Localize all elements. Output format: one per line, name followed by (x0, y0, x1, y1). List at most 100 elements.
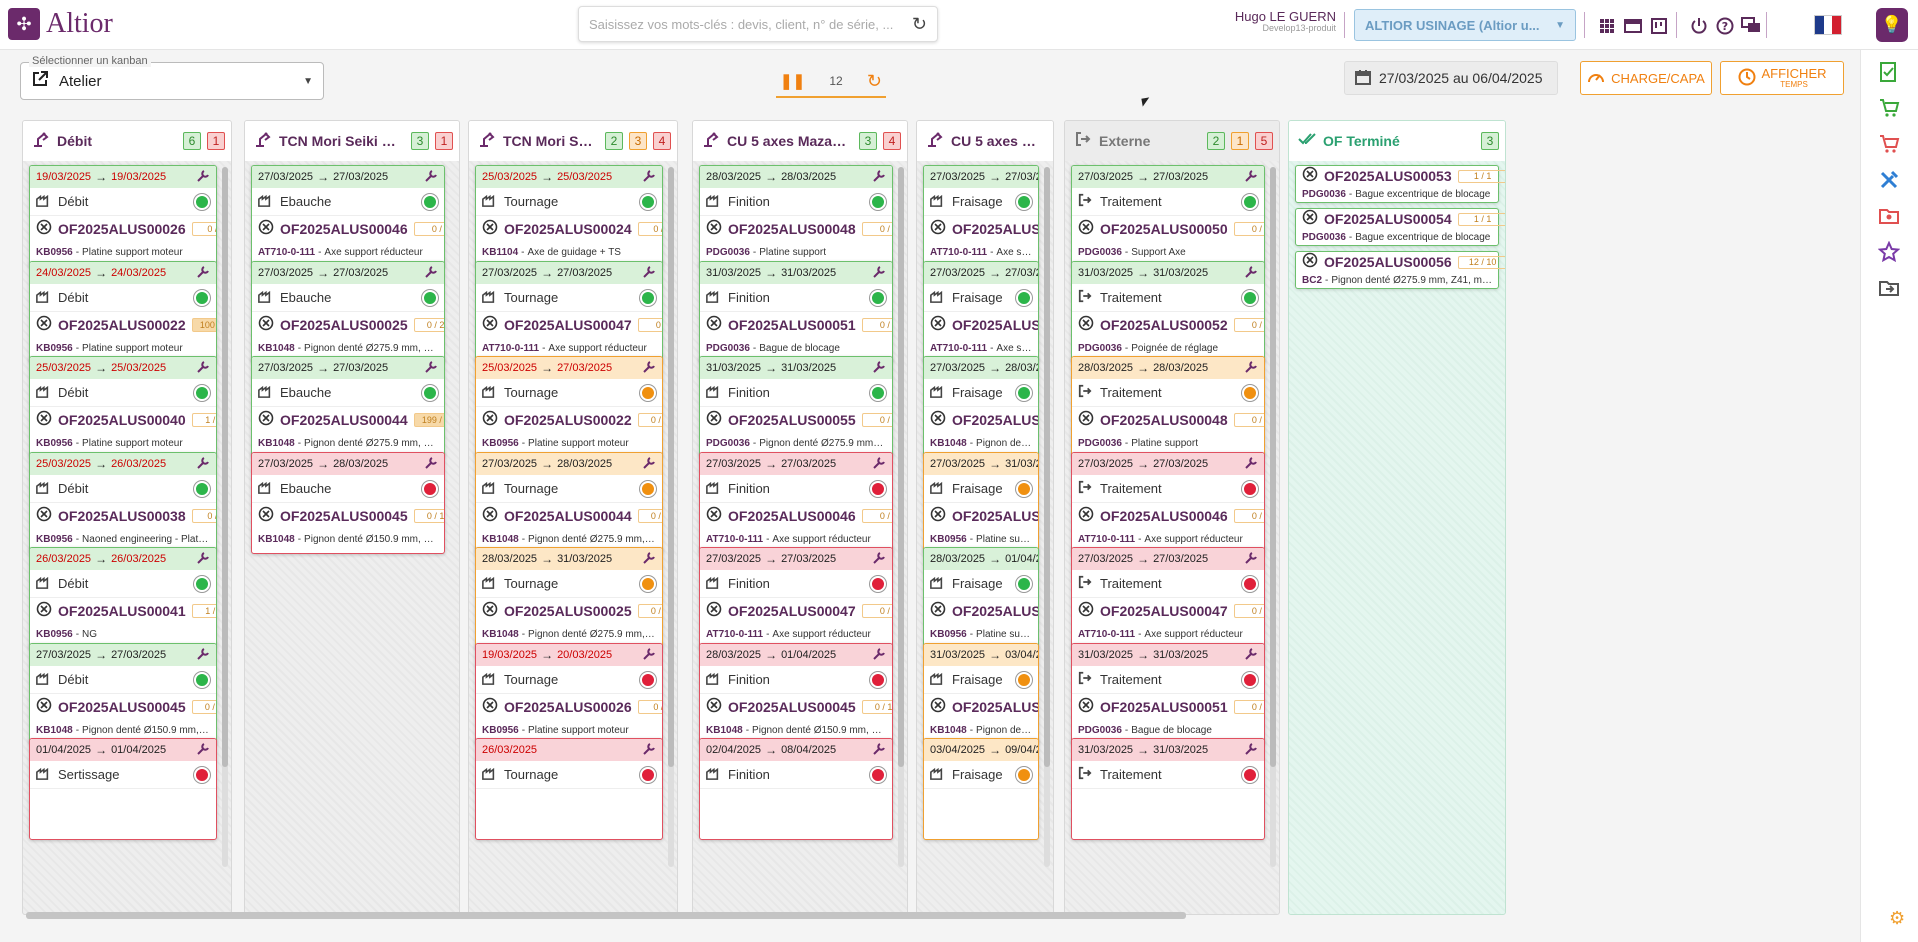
cart-remove-icon[interactable] (1875, 130, 1903, 158)
vertical-scrollbar-thumb[interactable] (898, 167, 904, 767)
wrench-icon[interactable] (642, 360, 656, 377)
operation-card[interactable]: 26/03/2025 → 26/03/2025 Débit OF2025ALUS0004… (29, 547, 217, 649)
starred-folder-icon[interactable] (1875, 202, 1903, 230)
checklist-icon[interactable] (1875, 58, 1903, 86)
operation-card[interactable]: 28/03/2025 → 01/04/2025 Finition OF2025ALUS0… (699, 643, 893, 745)
wrench-icon[interactable] (642, 742, 656, 759)
vertical-scrollbar-thumb[interactable] (1044, 167, 1050, 767)
star-icon[interactable] (1875, 238, 1903, 266)
power-icon[interactable] (1686, 13, 1712, 39)
column-header[interactable]: CU 5 axes Mori Sei... (917, 121, 1053, 161)
french-flag-icon[interactable] (1814, 15, 1842, 35)
operation-card[interactable]: 28/03/2025 → 28/03/2025 Finition OF2025ALUS0… (699, 165, 893, 267)
wrench-icon[interactable] (872, 169, 886, 186)
column-header[interactable]: TCN Mori Seiki CLX... 234 (469, 121, 677, 161)
operation-card[interactable]: 27/03/2025 → 27/03/2025 Traitement OF2025ALU… (1071, 165, 1265, 267)
wrench-icon[interactable] (196, 742, 210, 759)
operation-card[interactable]: 27/03/2025 → 28/03/2025 Ebauche OF2025ALUS00… (251, 452, 445, 554)
wrench-icon[interactable] (872, 265, 886, 282)
wrench-icon[interactable] (1244, 360, 1258, 377)
operation-card[interactable]: 25/03/2025 → 26/03/2025 Débit OF2025ALUS0003… (29, 452, 217, 554)
wrench-icon[interactable] (196, 360, 210, 377)
chat-icon[interactable] (1738, 13, 1764, 39)
wrench-icon[interactable] (196, 169, 210, 186)
operation-card[interactable]: 03/04/2025→09/04/2025Fraisage (923, 738, 1039, 840)
column-vertical-scrollbar[interactable] (222, 167, 228, 867)
operation-card[interactable]: 19/03/2025 → 19/03/2025 Débit OF2025ALUS0002… (29, 165, 217, 267)
company-select[interactable]: ALTIOR USINAGE (Altior u... ▼ (1354, 9, 1576, 41)
operation-card[interactable]: 27/03/2025 → 28/03/2025 Tournage OF2025ALUS0… (475, 452, 663, 554)
board-horizontal-scrollbar[interactable] (26, 912, 1186, 919)
operation-card[interactable]: 02/04/2025 → 08/04/2025 Finition (699, 738, 893, 840)
afficher-temps-button[interactable]: AFFICHER TEMPS (1720, 61, 1844, 95)
finished-order-card[interactable]: OF2025ALUS00053 1 / 1 PDG0036- Bague excen… (1295, 165, 1505, 203)
vertical-scrollbar-thumb[interactable] (668, 167, 674, 767)
operation-card[interactable]: 31/03/2025 → 31/03/2025 Finition OF2025ALUS0… (699, 261, 893, 363)
operation-card[interactable]: 24/03/2025 → 24/03/2025 Débit OF2025ALUS0002… (29, 261, 217, 363)
horizontal-scrollbar-thumb[interactable] (26, 912, 1186, 919)
help-icon[interactable]: ? (1712, 13, 1738, 39)
operation-card[interactable]: 27/03/2025→27/03/2025FraisageOF2025ALUS0… (923, 165, 1039, 267)
vertical-scrollbar-thumb[interactable] (222, 167, 228, 767)
wrench-icon[interactable] (872, 360, 886, 377)
tools-icon[interactable] (1875, 166, 1903, 194)
column-vertical-scrollbar[interactable] (668, 167, 674, 867)
operation-card[interactable]: 27/03/2025 → 27/03/2025 Finition OF2025ALUS0… (699, 452, 893, 554)
search-refresh-icon[interactable]: ↻ (911, 13, 927, 34)
operation-card[interactable]: 28/03/2025 → 31/03/2025 Tournage OF2025ALUS0… (475, 547, 663, 649)
charge-capa-button[interactable]: CHARGE/CAPA (1580, 61, 1712, 95)
logo[interactable]: ✣ Altior (8, 6, 113, 42)
kanban-select[interactable]: Sélectionner un kanban Atelier ▼ (20, 55, 324, 100)
refresh-icon[interactable]: ↻ (866, 70, 882, 91)
lightbulb-icon[interactable]: 💡 (1876, 8, 1908, 42)
wrench-icon[interactable] (642, 647, 656, 664)
operation-card[interactable]: 27/03/2025→31/03/2025FraisageOF2025ALUS0… (923, 452, 1039, 554)
wrench-icon[interactable] (424, 265, 438, 282)
column-vertical-scrollbar[interactable] (898, 167, 904, 867)
search-input[interactable] (589, 16, 912, 32)
operation-card[interactable]: 27/03/2025 → 27/03/2025 Débit OF2025ALUS0004… (29, 643, 217, 745)
wrench-icon[interactable] (424, 360, 438, 377)
operation-card[interactable]: 31/03/2025 → 31/03/2025 Traitement OF2025ALU… (1071, 643, 1265, 745)
column-header[interactable]: Externe 2 1 5 (1065, 121, 1279, 161)
settings-gear-icon[interactable]: ⚙ (1889, 908, 1906, 928)
wrench-icon[interactable] (424, 169, 438, 186)
operation-card[interactable]: 27/03/2025 → 27/03/2025 Ebauche OF2025ALUS00… (251, 356, 445, 458)
operation-card[interactable]: 25/03/2025 → 27/03/2025 Tournage OF2025ALUS0… (475, 356, 663, 458)
column-header[interactable]: CU 5 axes Mazak VCN-7... 34 (693, 121, 907, 161)
operation-card[interactable]: 31/03/2025→03/04/2025FraisageOF2025ALUS0… (923, 643, 1039, 745)
wrench-icon[interactable] (1244, 456, 1258, 473)
wrench-icon[interactable] (642, 169, 656, 186)
operation-card[interactable]: 27/03/2025 → 27/03/2025 Traitement OF2025ALU… (1071, 452, 1265, 554)
vertical-scrollbar-thumb[interactable] (1270, 167, 1276, 767)
operation-card[interactable]: 27/03/2025 → 27/03/2025 Ebauche OF2025ALUS00… (251, 261, 445, 363)
wrench-icon[interactable] (196, 456, 210, 473)
column-vertical-scrollbar[interactable] (1270, 167, 1276, 867)
operation-card[interactable]: 01/04/2025 → 01/04/2025 Sertissage (29, 738, 217, 840)
wrench-icon[interactable] (1244, 169, 1258, 186)
kanban-board-icon[interactable] (1646, 13, 1672, 39)
operation-card[interactable]: 28/03/2025 → 28/03/2025 Traitement OF2025ALU… (1071, 356, 1265, 458)
column-header[interactable]: OF Terminé 3 (1289, 121, 1505, 161)
wrench-icon[interactable] (1244, 742, 1258, 759)
operation-card[interactable]: 31/03/2025 → 31/03/2025 Traitement OF2025ALU… (1071, 261, 1265, 363)
operation-card[interactable]: 28/03/2025→01/04/2025FraisageOF2025ALUS0… (923, 547, 1039, 649)
wrench-icon[interactable] (642, 265, 656, 282)
wrench-icon[interactable] (1244, 647, 1258, 664)
window-icon[interactable] (1620, 13, 1646, 39)
wrench-icon[interactable] (196, 551, 210, 568)
operation-card[interactable]: 27/03/2025→28/03/2025FraisageOF2025ALUS0… (923, 356, 1039, 458)
operation-card[interactable]: 31/03/2025 → 31/03/2025 Traitement (1071, 738, 1265, 840)
wrench-icon[interactable] (196, 647, 210, 664)
operation-card[interactable]: 27/03/2025 → 27/03/2025 Traitement OF2025ALU… (1071, 547, 1265, 649)
operation-card[interactable]: 19/03/2025 → 20/03/2025 Tournage OF2025ALUS0… (475, 643, 663, 745)
column-header[interactable]: TCN Mori Seiki SL 403 31 (245, 121, 459, 161)
wrench-icon[interactable] (872, 647, 886, 664)
cart-add-icon[interactable] (1875, 94, 1903, 122)
column-header[interactable]: Débit 6 1 (23, 121, 231, 161)
finished-order-card[interactable]: OF2025ALUS00054 1 / 1 PDG0036- Bague excen… (1295, 208, 1505, 246)
operation-card[interactable]: 27/03/2025 → 27/03/2025 Finition OF2025ALUS0… (699, 547, 893, 649)
user-info[interactable]: Hugo LE GUERN Develop13-produit (1200, 10, 1336, 33)
operation-card[interactable]: 26/03/2025 Tournage (475, 738, 663, 840)
wrench-icon[interactable] (196, 265, 210, 282)
